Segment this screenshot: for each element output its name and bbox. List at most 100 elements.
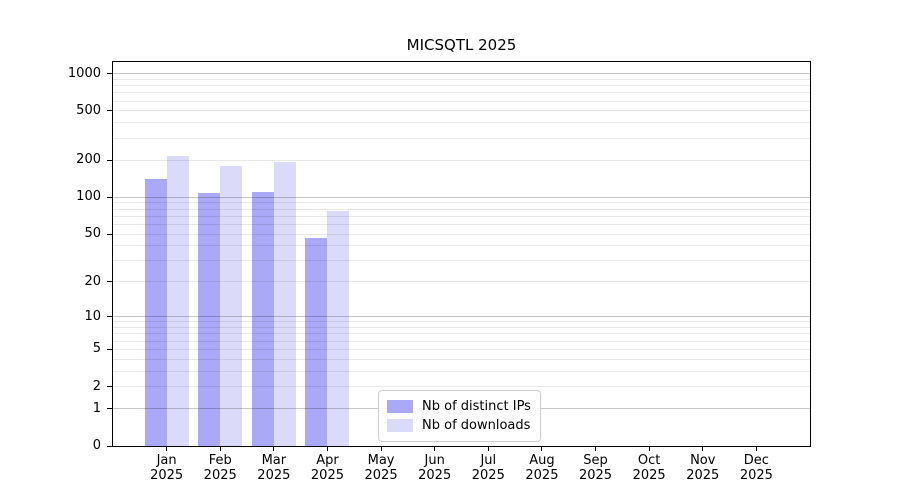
downloads-swatch xyxy=(387,419,413,432)
x-tick-month: Dec xyxy=(743,453,769,468)
x-tick-month: Jun xyxy=(424,453,445,468)
x-tick-year: 2025 xyxy=(203,468,237,483)
legend: Nb of distinct IPs Nb of downloads xyxy=(378,390,541,442)
x-tick-mark-feb xyxy=(219,446,221,451)
x-tick-month: Sep xyxy=(583,453,608,468)
x-tick-month: Mar xyxy=(261,453,287,468)
x-tick-mark-mar xyxy=(273,446,275,451)
y-tick-mark-100 xyxy=(107,196,112,198)
bar-distinct-ips-apr xyxy=(305,238,328,446)
x-tick-mark-jul xyxy=(487,446,489,451)
x-tick-label-sep: Sep 2025 xyxy=(553,453,639,483)
x-tick-year: 2025 xyxy=(310,468,344,483)
y-tick-mark-1000 xyxy=(107,73,112,75)
x-tick-month: Nov xyxy=(690,453,716,468)
x-tick-month: May xyxy=(367,453,395,468)
y-tick-label-1000: 1000 xyxy=(67,65,101,81)
gridline-100 xyxy=(113,196,810,198)
x-tick-month: Feb xyxy=(208,453,232,468)
y-tick-label-10: 10 xyxy=(84,308,101,324)
plot-area: Nb of distinct IPs Nb of downloads 0 1 2 5 1… xyxy=(68,61,811,483)
gridline-60 xyxy=(113,223,810,225)
x-tick-month: Jul xyxy=(480,453,497,468)
x-tick-label-aug: Aug 2025 xyxy=(499,453,585,483)
y-tick-mark-5 xyxy=(107,348,112,350)
x-tick-year: 2025 xyxy=(364,468,398,483)
y-tick-label-5: 5 xyxy=(92,341,101,357)
x-tick-label-apr: Apr 2025 xyxy=(284,453,370,483)
x-tick-mark-sep xyxy=(595,446,597,451)
distinct-ips-swatch xyxy=(387,400,413,413)
x-tick-label-oct: Oct 2025 xyxy=(606,453,692,483)
x-tick-year: 2025 xyxy=(686,468,720,483)
bar-downloads-feb xyxy=(220,166,243,446)
x-tick-label-may: May 2025 xyxy=(338,453,424,483)
x-tick-label-nov: Nov 2025 xyxy=(660,453,746,483)
y-tick-label-0: 0 xyxy=(92,438,101,453)
x-tick-month: Oct xyxy=(637,453,661,468)
bar-downloads-mar xyxy=(273,161,296,446)
x-tick-mark-aug xyxy=(541,446,543,451)
gridline-70 xyxy=(113,215,810,217)
x-tick-mark-dec xyxy=(755,446,757,451)
y-tick-mark-2 xyxy=(107,386,112,388)
chart-title: MICSQTL 2025 xyxy=(406,36,517,54)
gridline-300 xyxy=(113,137,810,139)
x-tick-month: Aug xyxy=(529,453,555,468)
x-tick-label-feb: Feb 2025 xyxy=(177,453,263,483)
x-tick-mark-nov xyxy=(702,446,704,451)
x-tick-year: 2025 xyxy=(578,468,613,483)
x-tick-label-dec: Dec 2025 xyxy=(713,453,799,483)
gridline-6 xyxy=(113,340,810,342)
gridline-90 xyxy=(113,202,810,204)
x-tick-year: 2025 xyxy=(525,468,559,483)
x-tick-label-jul: Jul 2025 xyxy=(445,453,531,483)
x-tick-month: Jan xyxy=(156,453,177,468)
y-tick-mark-500 xyxy=(107,110,112,112)
y-tick-mark-200 xyxy=(107,159,112,161)
bar-downloads-jan xyxy=(166,155,189,446)
x-tick-label-mar: Mar 2025 xyxy=(231,453,317,483)
y-tick-label-100: 100 xyxy=(76,189,101,205)
bar-distinct-ips-feb xyxy=(198,193,221,446)
bar-distinct-ips-jan xyxy=(144,178,167,446)
gridline-700 xyxy=(113,92,810,94)
gridline-4 xyxy=(113,358,810,360)
bar-downloads-apr xyxy=(327,210,350,446)
gridline-40 xyxy=(113,245,810,247)
x-tick-year: 2025 xyxy=(471,468,505,483)
legend-label-distinct-ips: Nb of distinct IPs xyxy=(422,399,531,414)
x-tick-year: 2025 xyxy=(418,468,452,483)
gridline-2 xyxy=(113,386,810,388)
gridline-3 xyxy=(113,370,810,372)
legend-entry-downloads: Nb of downloads xyxy=(387,416,531,435)
x-tick-year: 2025 xyxy=(632,468,666,483)
gridline-1000 xyxy=(113,73,810,75)
y-tick-label-50: 50 xyxy=(84,226,101,242)
y-tick-label-200: 200 xyxy=(76,152,101,168)
y-tick-label-1: 1 xyxy=(92,400,101,416)
gridline-400 xyxy=(113,122,810,124)
gridline-600 xyxy=(113,100,810,102)
gridline-9 xyxy=(113,321,810,323)
gridline-8 xyxy=(113,327,810,329)
gridline-7 xyxy=(113,333,810,335)
x-tick-year: 2025 xyxy=(150,468,184,483)
x-tick-month: Apr xyxy=(316,453,339,468)
y-tick-mark-10 xyxy=(107,316,112,318)
x-tick-mark-jun xyxy=(434,446,436,451)
gridline-200 xyxy=(113,159,810,161)
gridline-20 xyxy=(113,281,810,283)
x-tick-label-jan: Jan 2025 xyxy=(124,453,210,483)
bar-distinct-ips-mar xyxy=(251,191,274,446)
gridline-900 xyxy=(113,78,810,80)
y-tick-mark-0 xyxy=(107,445,112,447)
y-tick-label-2: 2 xyxy=(92,378,101,394)
gridline-50 xyxy=(113,233,810,235)
gridline-500 xyxy=(113,110,810,112)
x-tick-year: 2025 xyxy=(257,468,291,483)
x-tick-label-jun: Jun 2025 xyxy=(392,453,478,483)
y-tick-mark-50 xyxy=(107,233,112,235)
gridline-30 xyxy=(113,260,810,262)
